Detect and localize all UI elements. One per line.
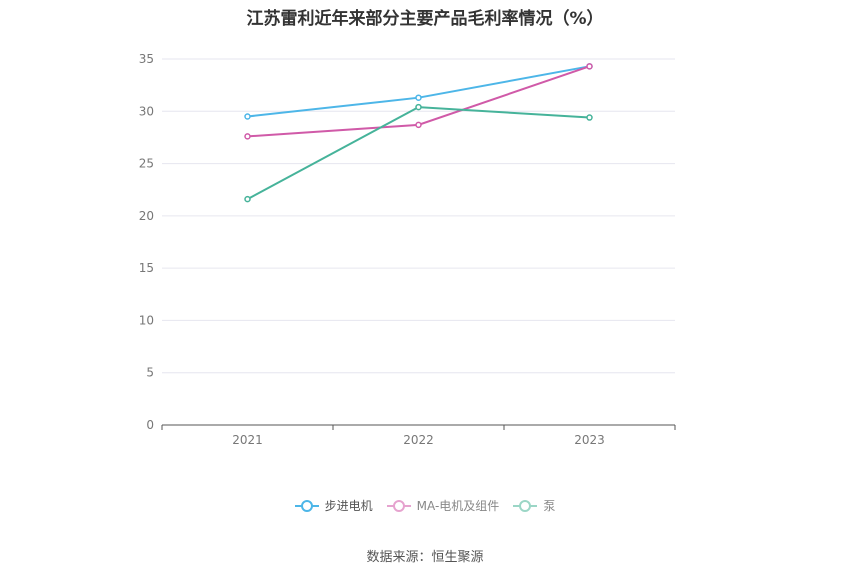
y-tick-label: 20 xyxy=(139,209,154,223)
y-tick-label: 30 xyxy=(139,104,154,118)
legend-item-ma-motor[interactable]: MA-电机及组件 xyxy=(386,497,500,514)
y-tick-label: 35 xyxy=(139,52,154,66)
data-point xyxy=(244,195,251,203)
chart-title: 江苏雷利近年来部分主要产品毛利率情况（%） xyxy=(246,9,604,29)
data-point xyxy=(244,133,251,140)
data-point xyxy=(586,114,593,121)
series-lines xyxy=(244,63,593,203)
x-tick-label: 2022 xyxy=(403,433,434,447)
data-point xyxy=(415,121,422,129)
y-tick-label: 15 xyxy=(139,261,154,275)
legend-item-pump[interactable]: 泵 xyxy=(513,497,555,514)
y-tick-label: 25 xyxy=(139,157,154,171)
x-tick-label: 2021 xyxy=(232,433,263,447)
data-source: 数据来源：恒生聚源 xyxy=(366,550,484,565)
y-axis-ticks: 0 5 10 15 20 25 30 35 xyxy=(139,52,154,432)
legend-swatch-icon xyxy=(294,499,319,512)
data-point xyxy=(586,63,593,70)
x-tick-label: 2023 xyxy=(574,433,605,447)
x-axis: 2021 2022 2023 xyxy=(161,424,676,447)
legend: 步进电机 MA-电机及组件 泵 xyxy=(0,497,850,514)
grid-lines xyxy=(162,58,675,374)
legend-item-stepper-motor[interactable]: 步进电机 xyxy=(294,497,373,514)
legend-label: MA-电机及组件 xyxy=(416,499,500,513)
series-line xyxy=(247,106,590,201)
legend-swatch-icon xyxy=(513,499,538,512)
legend-swatch-icon xyxy=(386,499,411,512)
data-point xyxy=(415,94,422,101)
data-point xyxy=(244,113,251,120)
legend-label: 步进电机 xyxy=(324,499,373,513)
legend-label: 泵 xyxy=(543,499,556,513)
y-tick-label: 0 xyxy=(146,418,154,432)
data-point xyxy=(415,103,422,111)
y-tick-label: 5 xyxy=(146,366,154,380)
y-tick-label: 10 xyxy=(139,313,154,327)
